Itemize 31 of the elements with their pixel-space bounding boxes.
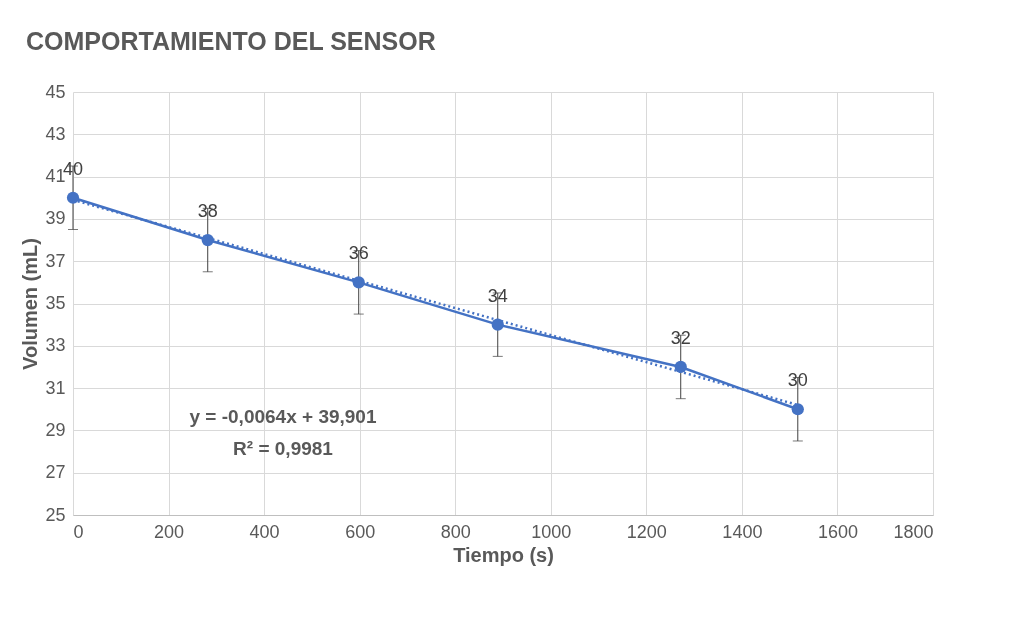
x-tick-label: 1800 [893, 521, 934, 542]
x-tick-label: 200 [154, 521, 185, 542]
chart-title: COMPORTAMIENTO DEL SENSOR [25, 27, 436, 55]
y-tick-label: 27 [45, 462, 66, 483]
y-tick-label: 45 [45, 81, 66, 102]
x-axis-title: Tiempo (s) [453, 543, 554, 566]
x-tick-label: 800 [440, 521, 471, 542]
point [674, 360, 687, 374]
x-tick-label: 1200 [626, 521, 667, 542]
point [66, 191, 80, 204]
x-tick-label: 400 [249, 521, 280, 542]
y-tick-label: 35 [45, 293, 66, 313]
y-axis-title: Volumen (mL) [19, 238, 42, 370]
x-tick-label: 600 [345, 521, 376, 542]
point [791, 403, 804, 416]
x-tick-label: 1600 [817, 521, 858, 542]
data-label: 32 [670, 327, 691, 348]
y-tick-label: 29 [45, 419, 66, 440]
annotation: R² = 0,9981 [233, 438, 334, 459]
y-tick-label: 31 [45, 377, 66, 398]
data-label: 34 [487, 285, 508, 306]
y-tick-label: 33 [45, 335, 66, 356]
y-tick-label: 39 [45, 208, 66, 229]
x-tick-label: 1400 [722, 521, 763, 542]
annotation: y = -0,0064x + 39,901 [189, 406, 377, 427]
data-label: 38 [197, 201, 218, 222]
y-tick-label: 37 [45, 250, 66, 271]
x-tick-label: 0 [73, 521, 84, 542]
y-tick-label: 25 [45, 504, 66, 525]
x-tick-label: 1000 [531, 521, 572, 542]
y-tick-label: 43 [45, 123, 66, 144]
